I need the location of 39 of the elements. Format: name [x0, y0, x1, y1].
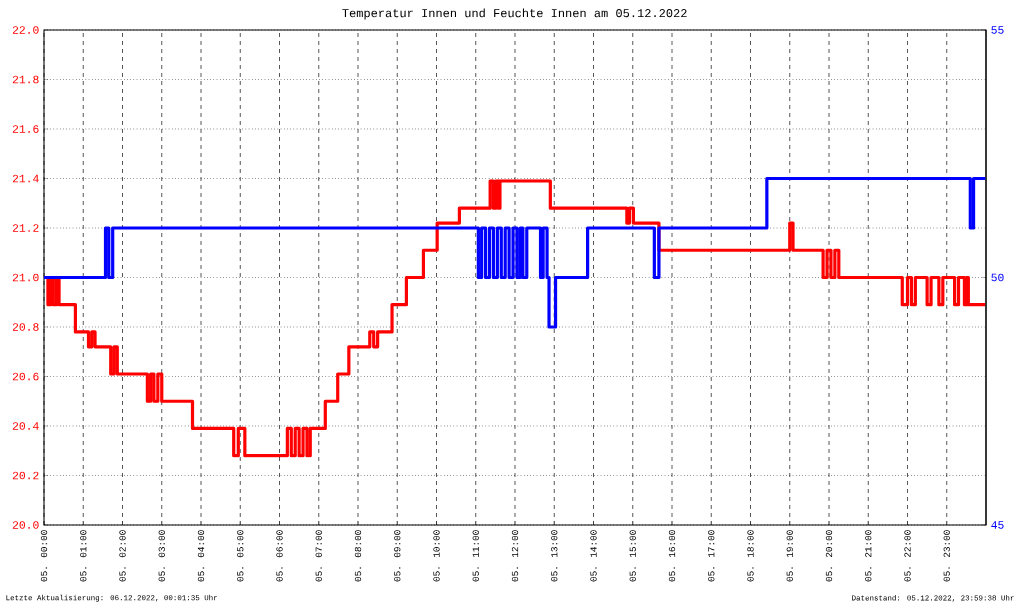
x-tick-label: 05. 19:00	[786, 530, 793, 582]
x-tick-label: 05. 07:00	[315, 530, 322, 582]
x-tick-label: 05. 16:00	[668, 530, 676, 582]
x-tick-label: 05. 04:00	[197, 530, 205, 582]
x-tick-label: 05. 06:00	[276, 530, 283, 582]
y-tick-label: 21.4	[12, 174, 39, 183]
x-tick-label: 05. 03:00	[158, 530, 165, 582]
x-tick-label: 05. 15:00	[629, 530, 636, 582]
y2-tick-label: 45	[991, 521, 1004, 529]
y-tick-label: 20.6	[12, 372, 39, 381]
x-tick-label: 05. 00:00	[40, 530, 48, 582]
x-tick-label: 05. 18:00	[747, 530, 754, 582]
x-tick-label: 05. 11:00	[472, 530, 479, 582]
x-tick-label: 05. 22:00	[904, 530, 911, 582]
x-tick-label: 05. 10:00	[433, 530, 440, 582]
y-tick-label: 21.2	[12, 224, 39, 232]
y-tick-label: 20.4	[12, 422, 39, 430]
y-tick-label: 21.8	[12, 75, 39, 84]
x-tick-label: 05. 13:00	[551, 530, 558, 582]
y2-tick-label: 50	[991, 273, 1004, 282]
y2-tick-label: 55	[991, 26, 1004, 34]
y-tick-label: 22.0	[12, 26, 39, 34]
y-tick-label: 21.0	[12, 273, 39, 282]
x-tick-label: 05. 05:00	[237, 530, 244, 582]
x-tick-label: 05. 17:00	[708, 530, 715, 582]
y-tick-label: 20.2	[12, 471, 39, 480]
y-tick-label: 20.0	[12, 521, 39, 529]
chart-title: Temperatur Innen und Feuchte Innen am 05.12.2022	[342, 8, 687, 20]
x-tick-label: 05. 08:00	[354, 530, 362, 582]
x-tick-label: 05. 14:00	[590, 530, 597, 582]
x-tick-label: 05. 09:00	[394, 530, 401, 582]
x-tick-label: 05. 23:00	[943, 530, 950, 582]
y-tick-label: 20.8	[12, 323, 39, 331]
x-tick-label: 05. 01:00	[80, 530, 87, 582]
x-tick-label: 05. 21:00	[865, 530, 872, 582]
x-tick-label: 05. 02:00	[119, 530, 126, 582]
y-tick-label: 21.6	[12, 125, 39, 133]
x-tick-label: 05. 20:00	[825, 530, 833, 582]
x-tick-label: 05. 12:00	[511, 530, 519, 582]
